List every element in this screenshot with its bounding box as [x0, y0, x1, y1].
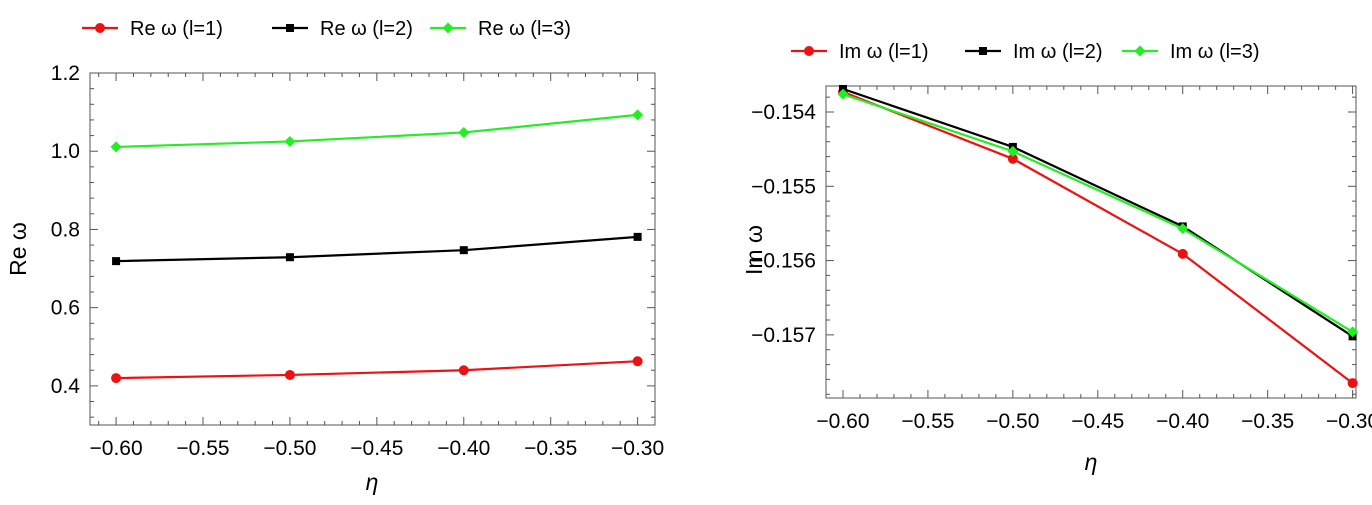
right-chart: −0.60 −0.55 −0.50 −0.45 −0.40 −0.35 −0.30 −0.15… — [741, 41, 1372, 475]
right-x-tick-label: −0.35 — [1241, 410, 1294, 433]
left-y-tick-label: 0.6 — [51, 297, 80, 320]
right-legend-item-2: Im ω (l=2) — [965, 41, 1103, 63]
right-legend-item-3: Im ω (l=3) — [1122, 41, 1260, 63]
left-series-1 — [111, 356, 643, 384]
left-x-tick-label: −0.55 — [176, 437, 229, 460]
right-y-axis-label: Im ω — [741, 225, 767, 275]
right-y-tick-label: −0.156 — [751, 250, 816, 273]
right-legend-item-1: Im ω (l=1) — [791, 41, 929, 63]
right-series-1-point — [1347, 378, 1358, 389]
right-series-3-point — [1347, 326, 1359, 338]
right-x-tick-label: −0.50 — [986, 410, 1039, 433]
left-legend-label: Re ω (l=2) — [320, 18, 413, 40]
right-legend-swatch-marker — [1134, 45, 1146, 57]
left-series-2-line — [116, 235, 638, 263]
left-y-axis-label: Re ω — [5, 222, 31, 276]
left-legend-label: Re ω (l=3) — [478, 18, 571, 40]
right-x-tick-label: −0.45 — [1071, 410, 1124, 433]
left-legend-label: Re ω (l=1) — [130, 18, 223, 40]
left-y-tick-label: 0.4 — [51, 375, 81, 398]
right-legend-label: Im ω (l=3) — [1170, 41, 1260, 63]
left-series-1-point — [458, 365, 469, 376]
left-series-3-line — [116, 113, 638, 149]
left-series-3-point — [110, 141, 122, 153]
right-series-1-point — [1177, 248, 1188, 259]
right-series-1-point — [1007, 153, 1018, 164]
left-legend-swatch-marker — [442, 22, 454, 34]
left-series-1-point — [632, 356, 643, 367]
left-x-tick-label: −0.50 — [263, 437, 316, 460]
right-series-3-point — [1007, 145, 1019, 157]
left-series-1-point — [111, 373, 122, 384]
left-series-3-point — [284, 135, 296, 147]
right-series-3-line — [842, 93, 1354, 333]
left-series-1-line — [116, 360, 638, 380]
left-legend-swatch-marker — [286, 24, 294, 32]
left-plot-frame — [89, 72, 656, 426]
right-y-tick-label: −0.154 — [751, 101, 816, 124]
left-legend-item-1: Re ω (l=1) — [82, 18, 223, 40]
left-y-tick-label: 0.8 — [51, 218, 80, 241]
right-series-1 — [837, 86, 1358, 389]
right-x-tick-label: −0.60 — [816, 410, 869, 433]
left-y-tick-label: 1.0 — [51, 140, 80, 163]
left-legend-item-2: Re ω (l=2) — [272, 18, 413, 40]
left-legend-swatch-marker — [95, 23, 105, 33]
left-x-tick-label: −0.60 — [90, 437, 143, 460]
right-x-axis-label: η — [1085, 449, 1098, 475]
right-series-3-point — [1177, 223, 1189, 235]
left-series-2-point — [285, 253, 294, 262]
left-x-tick-label: −0.30 — [611, 437, 664, 460]
right-x-tick-label: −0.40 — [1156, 410, 1209, 433]
right-plot-frame — [825, 85, 1357, 399]
left-x-axis-label: η — [366, 469, 379, 495]
left-x-tick-label: −0.45 — [350, 437, 403, 460]
left-series-2-point — [459, 246, 468, 255]
left-series-2-point — [112, 257, 121, 266]
left-series-3 — [110, 109, 644, 153]
left-chart: −0.60 −0.55 −0.50 −0.45 −0.40 −0.35 −0.30 0.4 0.… — [5, 18, 664, 495]
right-legend-label: Im ω (l=1) — [839, 41, 929, 63]
left-y-tick-label: 1.2 — [51, 62, 80, 85]
left-x-tick-label: −0.35 — [524, 437, 577, 460]
left-legend-item-3: Re ω (l=3) — [430, 18, 571, 40]
right-series-3 — [837, 88, 1359, 338]
right-legend-swatch-marker — [804, 46, 814, 56]
right-series-1-line — [842, 90, 1354, 385]
right-y-tick-label: −0.157 — [751, 324, 816, 347]
right-series-3-point — [837, 88, 849, 100]
right-y-tick-label: −0.155 — [751, 175, 816, 198]
right-series-2-line — [842, 87, 1354, 338]
right-x-tick-label: −0.30 — [1326, 410, 1372, 433]
right-series-2 — [838, 84, 1357, 341]
left-series-2 — [112, 232, 642, 266]
right-legend-swatch-marker — [979, 47, 987, 55]
left-x-tick-label: −0.40 — [437, 437, 490, 460]
left-series-3-point — [458, 126, 470, 138]
right-x-tick-label: −0.55 — [901, 410, 954, 433]
right-legend-label: Im ω (l=2) — [1013, 41, 1103, 63]
left-series-2-point — [633, 232, 642, 241]
left-series-1-point — [284, 369, 295, 380]
left-series-3-point — [632, 109, 644, 121]
